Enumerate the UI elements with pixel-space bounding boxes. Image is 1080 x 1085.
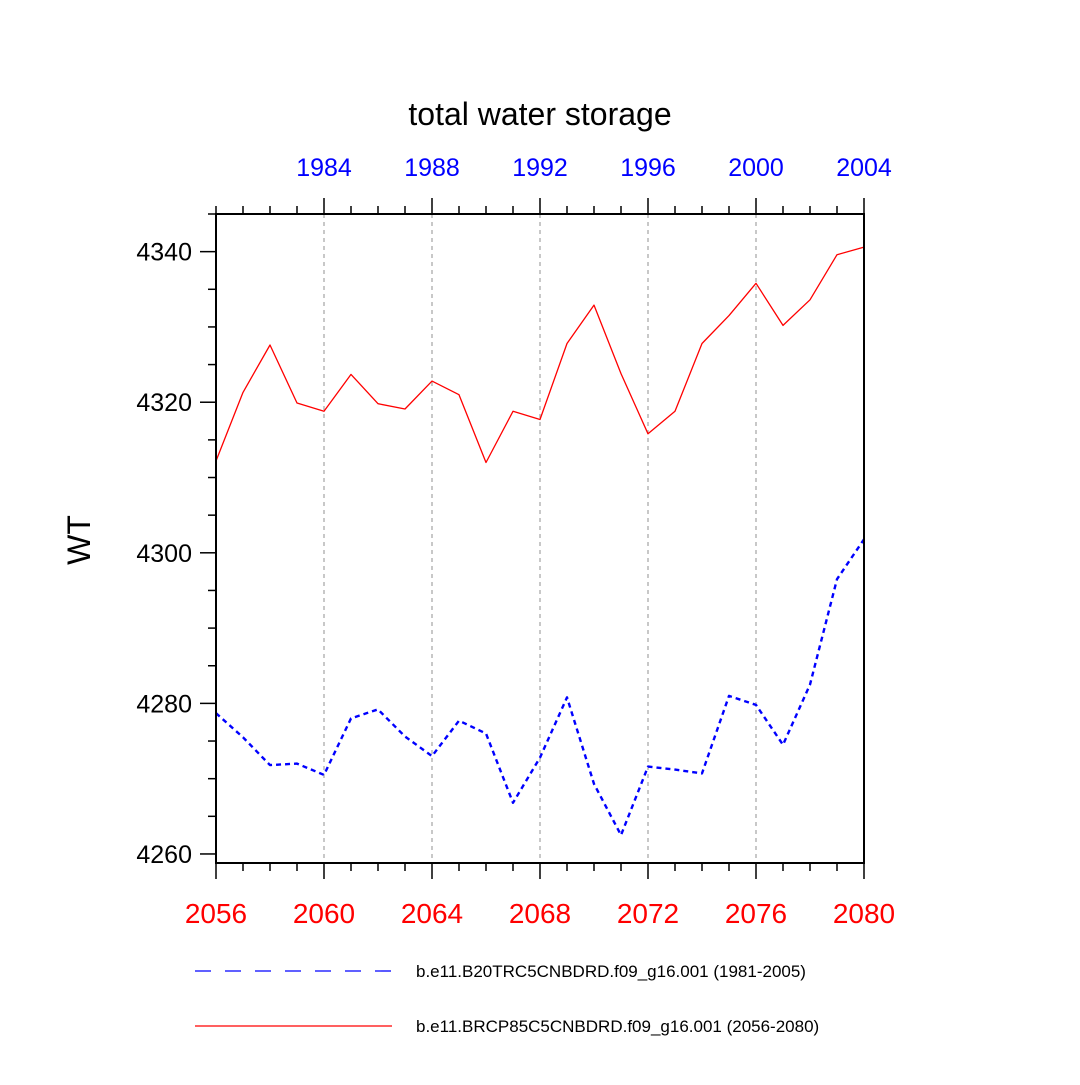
x-tick-label-top: 2000 <box>728 154 784 182</box>
x-tick-label-bottom: 2068 <box>509 898 571 929</box>
legend-label-rcp85: b.e11.BRCP85C5CNBDRD.f09_g16.001 (2056-2… <box>416 1017 819 1036</box>
y-tick-label: 4320 <box>136 389 192 417</box>
x-tick-label-bottom: 2076 <box>725 898 787 929</box>
legend-label-historical: b.e11.B20TRC5CNBDRD.f09_g16.001 (1981-20… <box>416 962 806 981</box>
x-tick-label-bottom: 2056 <box>185 898 247 929</box>
legend: b.e11.B20TRC5CNBDRD.f09_g16.001 (1981-20… <box>195 962 819 1036</box>
y-tick-label: 4300 <box>136 540 192 568</box>
tick-labels-layer: 2056 2060 2064 2068 2072 2076 2080 1984 1988 1992… <box>136 154 895 929</box>
x-tick-label-bottom: 2060 <box>293 898 355 929</box>
series-line-historical <box>215 538 865 837</box>
x-tick-label-top: 2004 <box>836 154 892 182</box>
x-tick-label-top: 1992 <box>512 154 568 182</box>
x-tick-label-top: 1984 <box>296 154 352 182</box>
x-tick-label-bottom: 2072 <box>617 898 679 929</box>
chart-title: total water storage <box>408 96 671 132</box>
y-axis-label: WT <box>61 515 97 565</box>
x-tick-label-bottom: 2064 <box>401 898 463 929</box>
y-tick-label: 4260 <box>136 841 192 869</box>
y-tick-label: 4280 <box>136 690 192 718</box>
x-tick-label-bottom: 2080 <box>833 898 895 929</box>
series-line-rcp85 <box>215 246 865 464</box>
ticks-layer <box>200 198 865 879</box>
x-tick-label-top: 1996 <box>620 154 676 182</box>
y-tick-label: 4340 <box>136 239 192 267</box>
x-tick-label-top: 1988 <box>404 154 460 182</box>
series-layer <box>215 246 865 837</box>
